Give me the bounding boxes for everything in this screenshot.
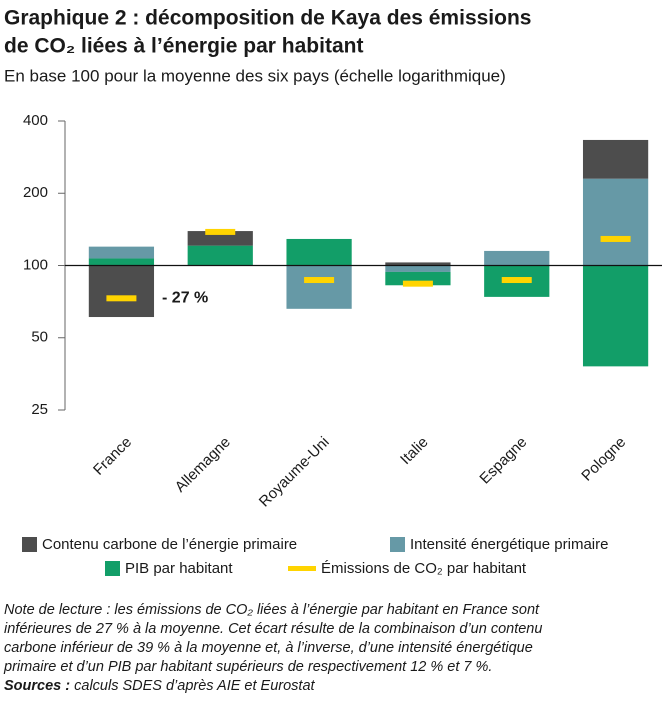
legend-swatch [22,537,37,552]
x-tick-label: Royaume-Uni [256,434,333,511]
y-tick-label: 25 [31,401,48,418]
bar-segment [582,178,649,266]
bar-segment [88,265,155,318]
emission-marker [106,295,137,302]
legend-label: PIB par habitant [125,560,233,577]
legend-swatch [288,566,316,571]
annotation: - 27 % [162,290,208,307]
note-line: carbone inférieur de 39 % à la moyenne e… [4,640,533,656]
legend-swatch [105,561,120,576]
y-tick-label: 400 [23,112,48,129]
emission-marker [501,277,532,284]
chart-title: de CO₂ liées à l’énergie par habitant [4,35,363,58]
emission-marker [205,228,236,235]
x-tick-label: Allemagne [172,434,234,496]
bar-segment [286,238,352,266]
bar-segment [385,265,451,272]
note-line: primaire et d’un PIB par habitant supéri… [3,659,492,675]
y-tick-label: 200 [23,184,48,201]
x-tick-label: France [90,434,135,479]
legend-label: Émissions de CO₂ par habitant [321,560,527,577]
legend-label: Intensité énergétique primaire [410,536,608,553]
emission-marker [402,280,433,287]
legend-swatch [390,537,405,552]
x-tick-label: Pologne [578,434,629,485]
note-line: Note de lecture : les émissions de CO₂ l… [4,602,540,618]
sources-text: calculs SDES d’après AIE et Eurostat [74,678,315,694]
sources-label: Sources : [4,678,70,694]
bar-segment [187,231,253,246]
bar-segment [385,262,451,266]
legend-label: Contenu carbone de l’énergie primaire [42,536,297,553]
x-tick-label: Espagne [476,434,530,488]
bar-segment [88,258,155,266]
y-tick-label: 50 [31,329,48,346]
sources: Sources : calculs SDES d’après AIE et Eu… [4,678,316,694]
bar-segment [286,265,352,309]
emission-marker [600,235,631,242]
y-tick-label: 100 [23,256,48,273]
x-tick-label: Italie [397,434,431,468]
bar-segment [582,265,649,367]
bar-segment [484,250,550,266]
chart-subtitle: En base 100 pour la moyenne des six pays… [4,66,506,85]
bar-segment [385,271,451,286]
bar-segment [88,246,155,259]
note-line: inférieures de 27 % à la moyenne. Cet éc… [4,621,542,637]
bar-segment [582,139,649,179]
bar-segment [187,245,253,266]
chart-title: Graphique 2 : décomposition de Kaya des … [4,7,531,30]
emission-marker [304,277,335,284]
